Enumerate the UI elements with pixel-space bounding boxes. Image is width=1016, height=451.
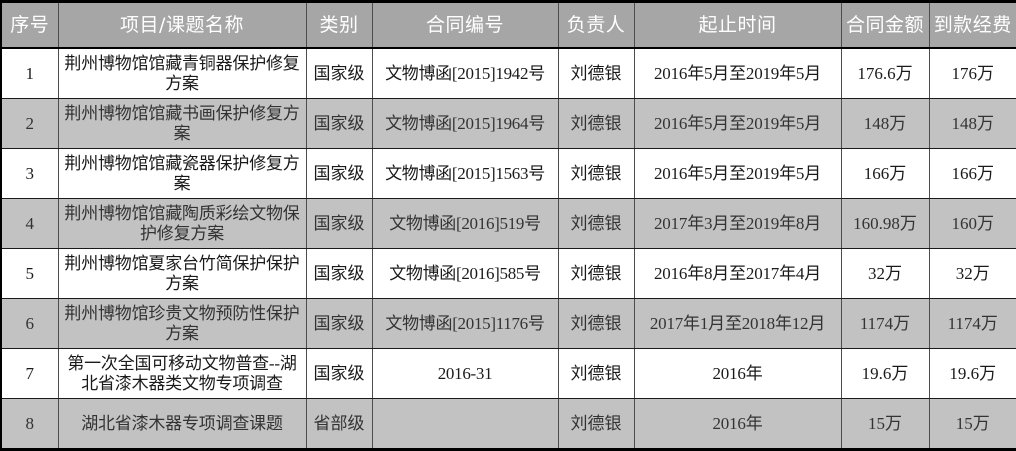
cell-owner: 刘德银: [557, 398, 635, 450]
cell-index: 3: [0, 148, 59, 199]
cell-name: 湖北省漆木器专项调查课题: [57, 398, 307, 450]
cell-category: 国家级: [305, 148, 373, 199]
cell-period: 2016年8月至2017年4月: [633, 248, 842, 299]
table-body: 1 荆州博物馆馆藏青铜器保护修复方案 国家级 文物博函[2015]1942号 刘德银 20…: [0, 47, 1016, 450]
cell-name: 荆州博物馆馆藏书画保护修复方案: [57, 98, 307, 149]
column-header-name: 项目/课题名称: [57, 1, 307, 49]
cell-period: 2017年1月至2018年12月: [633, 298, 842, 349]
cell-amount: 32万: [840, 248, 930, 299]
cell-received: 176万: [928, 47, 1016, 99]
cell-name: 荆州博物馆珍贵文物预防性保护方案: [57, 298, 307, 349]
cell-owner: 刘德银: [557, 348, 635, 399]
cell-period: 2016年5月至2019年5月: [633, 148, 842, 199]
cell-owner: 刘德银: [557, 148, 635, 199]
cell-index: 4: [0, 198, 59, 249]
column-header-category: 类别: [305, 1, 373, 49]
column-header-index: 序号: [0, 1, 59, 49]
cell-amount: 1174万: [840, 298, 930, 349]
cell-amount: 160.98万: [840, 198, 930, 249]
table-row: 7 第一次全国可移动文物普查--湖北省漆木器类文物专项调查 国家级 2016-31 刘德…: [0, 348, 1016, 399]
cell-index: 5: [0, 248, 59, 299]
cell-name: 荆州博物馆馆藏瓷器保护修复方案: [57, 148, 307, 199]
table-row: 2 荆州博物馆馆藏书画保护修复方案 国家级 文物博函[2015]1964号 刘德银 201…: [0, 98, 1016, 149]
cell-category: 国家级: [305, 98, 373, 149]
cell-received: 19.6万: [928, 348, 1016, 399]
cell-period: 2017年3月至2019年8月: [633, 198, 842, 249]
cell-amount: 166万: [840, 148, 930, 199]
cell-category: 省部级: [305, 398, 373, 450]
cell-contract: 文物博函[2015]1942号: [371, 47, 559, 99]
cell-owner: 刘德银: [557, 298, 635, 349]
cell-index: 7: [0, 348, 59, 399]
cell-contract: 文物博函[2016]585号: [371, 248, 559, 299]
table-row: 8 湖北省漆木器专项调查课题 省部级 刘德银 2016年 15万 15万: [0, 398, 1016, 450]
table-header-row: 序号 项目/课题名称 类别 合同编号 负责人 起止时间 合同金额 到款经费: [0, 1, 1016, 49]
column-header-received: 到款经费: [928, 1, 1016, 49]
cell-contract: 文物博函[2015]1176号: [371, 298, 559, 349]
cell-period: 2016年5月至2019年5月: [633, 47, 842, 99]
cell-contract: 文物博函[2016]519号: [371, 198, 559, 249]
table-row: 5 荆州博物馆夏家台竹简保护保护方案 国家级 文物博函[2016]585号 刘德银 201…: [0, 248, 1016, 299]
cell-owner: 刘德银: [557, 47, 635, 99]
cell-contract: 2016-31: [371, 348, 559, 399]
table-row: 6 荆州博物馆珍贵文物预防性保护方案 国家级 文物博函[2015]1176号 刘德银 20…: [0, 298, 1016, 349]
cell-period: 2016年5月至2019年5月: [633, 98, 842, 149]
cell-period: 2016年: [633, 348, 842, 399]
cell-amount: 15万: [840, 398, 930, 450]
cell-received: 32万: [928, 248, 1016, 299]
cell-received: 148万: [928, 98, 1016, 149]
column-header-contract: 合同编号: [371, 1, 559, 49]
cell-contract: [371, 398, 559, 450]
column-header-amount: 合同金额: [840, 1, 930, 49]
cell-index: 2: [0, 98, 59, 149]
cell-name: 第一次全国可移动文物普查--湖北省漆木器类文物专项调查: [57, 348, 307, 399]
cell-owner: 刘德银: [557, 98, 635, 149]
cell-received: 166万: [928, 148, 1016, 199]
cell-amount: 19.6万: [840, 348, 930, 399]
cell-category: 国家级: [305, 248, 373, 299]
cell-index: 1: [0, 47, 59, 99]
cell-owner: 刘德银: [557, 198, 635, 249]
table-row: 1 荆州博物馆馆藏青铜器保护修复方案 国家级 文物博函[2015]1942号 刘德银 20…: [0, 47, 1016, 99]
cell-contract: 文物博函[2015]1964号: [371, 98, 559, 149]
cell-period: 2016年: [633, 398, 842, 450]
cell-contract: 文物博函[2015]1563号: [371, 148, 559, 199]
cell-received: 15万: [928, 398, 1016, 450]
cell-owner: 刘德银: [557, 248, 635, 299]
cell-name: 荆州博物馆馆藏陶质彩绘文物保护修复方案: [57, 198, 307, 249]
cell-category: 国家级: [305, 298, 373, 349]
cell-category: 国家级: [305, 348, 373, 399]
column-header-owner: 负责人: [557, 1, 635, 49]
cell-category: 国家级: [305, 198, 373, 249]
table-header: 序号 项目/课题名称 类别 合同编号 负责人 起止时间 合同金额 到款经费: [0, 1, 1016, 49]
cell-amount: 176.6万: [840, 47, 930, 99]
table-row: 3 荆州博物馆馆藏瓷器保护修复方案 国家级 文物博函[2015]1563号 刘德银 201…: [0, 148, 1016, 199]
cell-received: 1174万: [928, 298, 1016, 349]
cell-name: 荆州博物馆夏家台竹简保护保护方案: [57, 248, 307, 299]
cell-received: 160万: [928, 198, 1016, 249]
cell-category: 国家级: [305, 47, 373, 99]
column-header-period: 起止时间: [633, 1, 842, 49]
cell-amount: 148万: [840, 98, 930, 149]
cell-name: 荆州博物馆馆藏青铜器保护修复方案: [57, 47, 307, 99]
cell-index: 6: [0, 298, 59, 349]
cell-index: 8: [0, 398, 59, 450]
table-row: 4 荆州博物馆馆藏陶质彩绘文物保护修复方案 国家级 文物博函[2016]519号 刘德银…: [0, 198, 1016, 249]
